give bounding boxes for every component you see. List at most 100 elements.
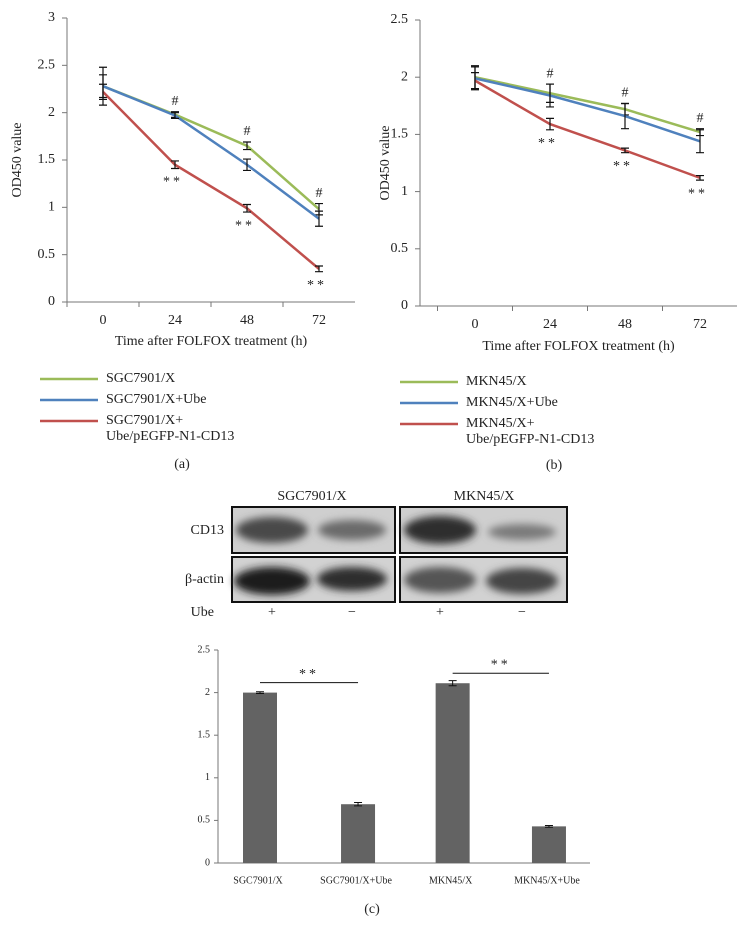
significance-label: ** (299, 667, 319, 682)
y-tick-label: 1 (48, 200, 55, 215)
panel-label: (b) (546, 458, 563, 473)
band (486, 568, 558, 594)
blot-treatment-label: Ube (191, 605, 214, 620)
bar (341, 804, 376, 863)
annotation: ** (163, 175, 183, 190)
y-tick-label: 1 (205, 772, 210, 783)
annotation: # (172, 94, 179, 109)
blot-column: MKN45/X (454, 489, 515, 504)
annotation: # (622, 86, 629, 101)
series-line (474, 75, 701, 134)
x-tick-label: 24 (168, 313, 182, 328)
x-tick-label: 24 (543, 317, 557, 332)
annotation: # (697, 111, 704, 126)
error-bar (696, 129, 704, 154)
legend-label: MKN45/X+Ube (466, 395, 558, 410)
error-bar (696, 174, 704, 181)
panel-label: (c) (364, 902, 380, 917)
y-tick-label: 2.5 (38, 58, 56, 73)
band (234, 567, 310, 595)
x-tick-label: MKN45/X (429, 875, 473, 886)
x-axis-title: Time after FOLFOX treatment (h) (115, 334, 308, 349)
band (318, 520, 386, 540)
x-tick-label: 0 (100, 313, 107, 328)
y-axis-title: OD450 value (10, 122, 25, 197)
series-line (474, 77, 701, 143)
legend-label: SGC7901/X+Ube (106, 392, 206, 407)
y-tick-label: 0 (205, 857, 210, 868)
legend-label: MKN45/X (466, 374, 527, 389)
significance-label: ** (491, 657, 511, 672)
x-tick-label: 48 (618, 317, 632, 332)
x-tick-label: MKN45/X+Ube (514, 875, 580, 886)
blot-row: β-actin (185, 572, 224, 587)
error-bar (448, 680, 457, 687)
error-bar (171, 160, 179, 170)
y-tick-label: 1.5 (38, 152, 56, 167)
annotation: ** (688, 186, 708, 201)
x-tick-label: 72 (312, 313, 326, 328)
y-tick-label: 2 (401, 69, 408, 84)
error-bar (315, 265, 323, 273)
blot-treatment: + (436, 605, 444, 620)
series-line (102, 85, 320, 220)
y-tick-label: 0 (401, 298, 408, 313)
y-tick-label: 0.5 (391, 241, 409, 256)
y-tick-label: 0.5 (38, 247, 56, 262)
y-tick-label: 0 (48, 294, 55, 309)
error-bar (243, 141, 251, 151)
error-bar (546, 117, 554, 131)
x-tick-label: 48 (240, 313, 254, 328)
y-tick-label: 0.5 (198, 815, 211, 826)
error-bar (621, 147, 629, 154)
error-bar (621, 102, 629, 130)
series-line (474, 79, 701, 180)
y-tick-label: 1 (401, 184, 408, 199)
band (404, 516, 476, 544)
y-tick-label: 2 (205, 687, 210, 698)
band (488, 524, 556, 540)
y-tick-label: 2 (48, 105, 55, 120)
annotation: ** (307, 278, 327, 293)
band (404, 567, 476, 593)
error-bar (544, 825, 553, 828)
series-line (102, 84, 320, 211)
x-tick-label: SGC7901/X+Ube (320, 875, 392, 886)
blot-treatment: + (268, 605, 276, 620)
panel-label: (a) (174, 457, 190, 472)
bar (243, 692, 277, 863)
error-bar (99, 83, 107, 101)
x-tick-label: 0 (472, 317, 479, 332)
error-bar (171, 112, 179, 119)
y-tick-label: 3 (48, 10, 55, 25)
annotation: ** (235, 218, 255, 233)
annotation: ** (538, 136, 558, 151)
legend-label: SGC7901/X (106, 371, 175, 386)
error-bar (315, 210, 323, 227)
blot-column: SGC7901/X (277, 489, 346, 504)
y-tick-label: 1.5 (198, 729, 211, 740)
blot-row: CD13 (191, 523, 224, 538)
y-axis-title: OD450 value (378, 125, 393, 200)
band (317, 567, 387, 591)
y-tick-label: 2.5 (198, 644, 211, 655)
x-tick-label: 72 (693, 317, 707, 332)
x-tick-label: SGC7901/X (233, 875, 283, 886)
error-bar (471, 72, 479, 90)
error-bar (354, 802, 363, 807)
legend-label: MKN45/X+ Ube/pEGFP-N1-CD13 (466, 416, 594, 447)
x-axis-title: Time after FOLFOX treatment (h) (482, 339, 675, 354)
series-line (102, 90, 320, 270)
blot-treatment: − (348, 605, 356, 620)
legend-label: SGC7901/X+ Ube/pEGFP-N1-CD13 (106, 413, 234, 444)
annotation: # (547, 66, 554, 81)
error-bar (243, 203, 251, 213)
blot-treatment: − (518, 605, 526, 620)
bar (531, 826, 566, 863)
error-bar (256, 691, 264, 694)
y-tick-label: 1.5 (391, 127, 409, 142)
error-bar (546, 83, 554, 108)
error-bar (243, 158, 251, 172)
